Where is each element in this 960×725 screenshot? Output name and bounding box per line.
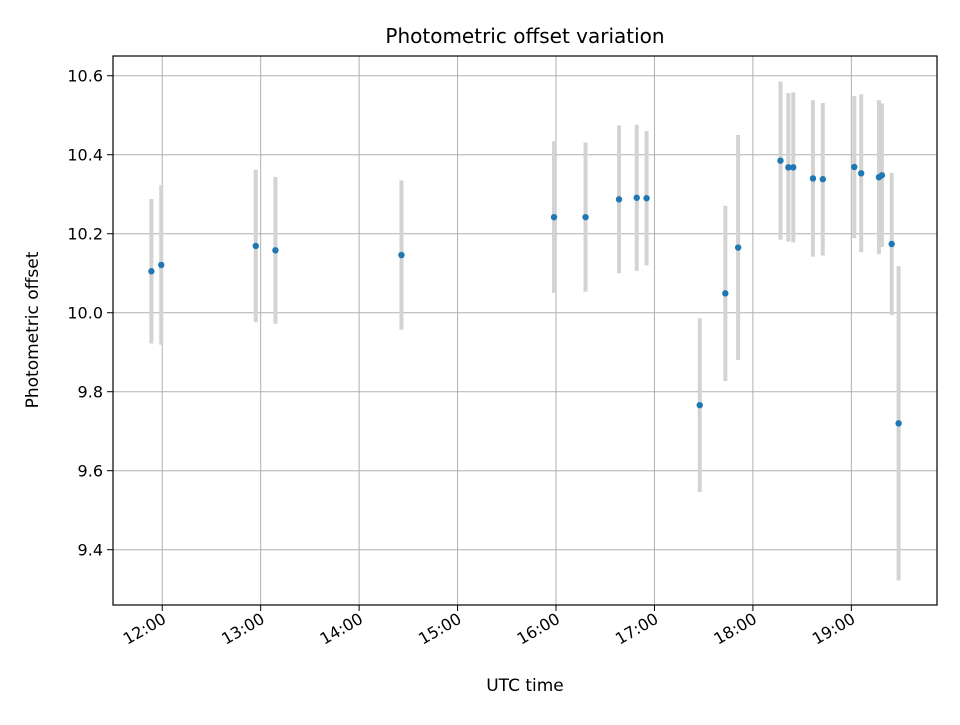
data-point	[857, 170, 865, 177]
data-point	[809, 175, 817, 182]
data-point	[615, 196, 623, 203]
data-point	[819, 176, 827, 183]
data-point	[851, 163, 858, 171]
data-point	[878, 172, 886, 179]
y-axis: 9.4 9.6 9.8 10.0 10.2 10.4 10.6	[67, 67, 113, 560]
data-point	[252, 242, 259, 250]
y-tick-label: 9.6	[78, 462, 103, 481]
data-point	[633, 194, 640, 201]
plot-area-frame	[112, 55, 938, 606]
y-tick-label: 10.4	[67, 146, 103, 165]
y-tick-label: 10.2	[67, 225, 103, 244]
data-point	[272, 247, 279, 254]
data-point	[398, 251, 405, 259]
data-point	[643, 194, 650, 202]
y-tick-label: 9.8	[78, 383, 103, 402]
data-point	[785, 164, 792, 171]
data-point	[734, 244, 742, 251]
data-points	[148, 157, 902, 427]
data-point	[888, 240, 895, 248]
data-point	[550, 213, 558, 221]
data-point	[696, 401, 703, 409]
y-tick-label: 10.0	[67, 304, 103, 323]
data-point	[582, 213, 589, 221]
x-axis-title: UTC time	[486, 676, 564, 696]
data-point	[722, 290, 729, 297]
y-tick-label: 10.6	[67, 67, 103, 86]
data-point	[158, 261, 165, 269]
grid	[113, 56, 937, 605]
y-axis-title: Photometric offset	[23, 251, 43, 408]
data-point	[895, 420, 902, 427]
y-tick-label: 9.4	[78, 541, 103, 560]
data-point	[790, 164, 797, 171]
chart-title: Photometric offset variation	[385, 24, 664, 48]
data-point	[777, 157, 784, 164]
data-point	[148, 268, 155, 275]
